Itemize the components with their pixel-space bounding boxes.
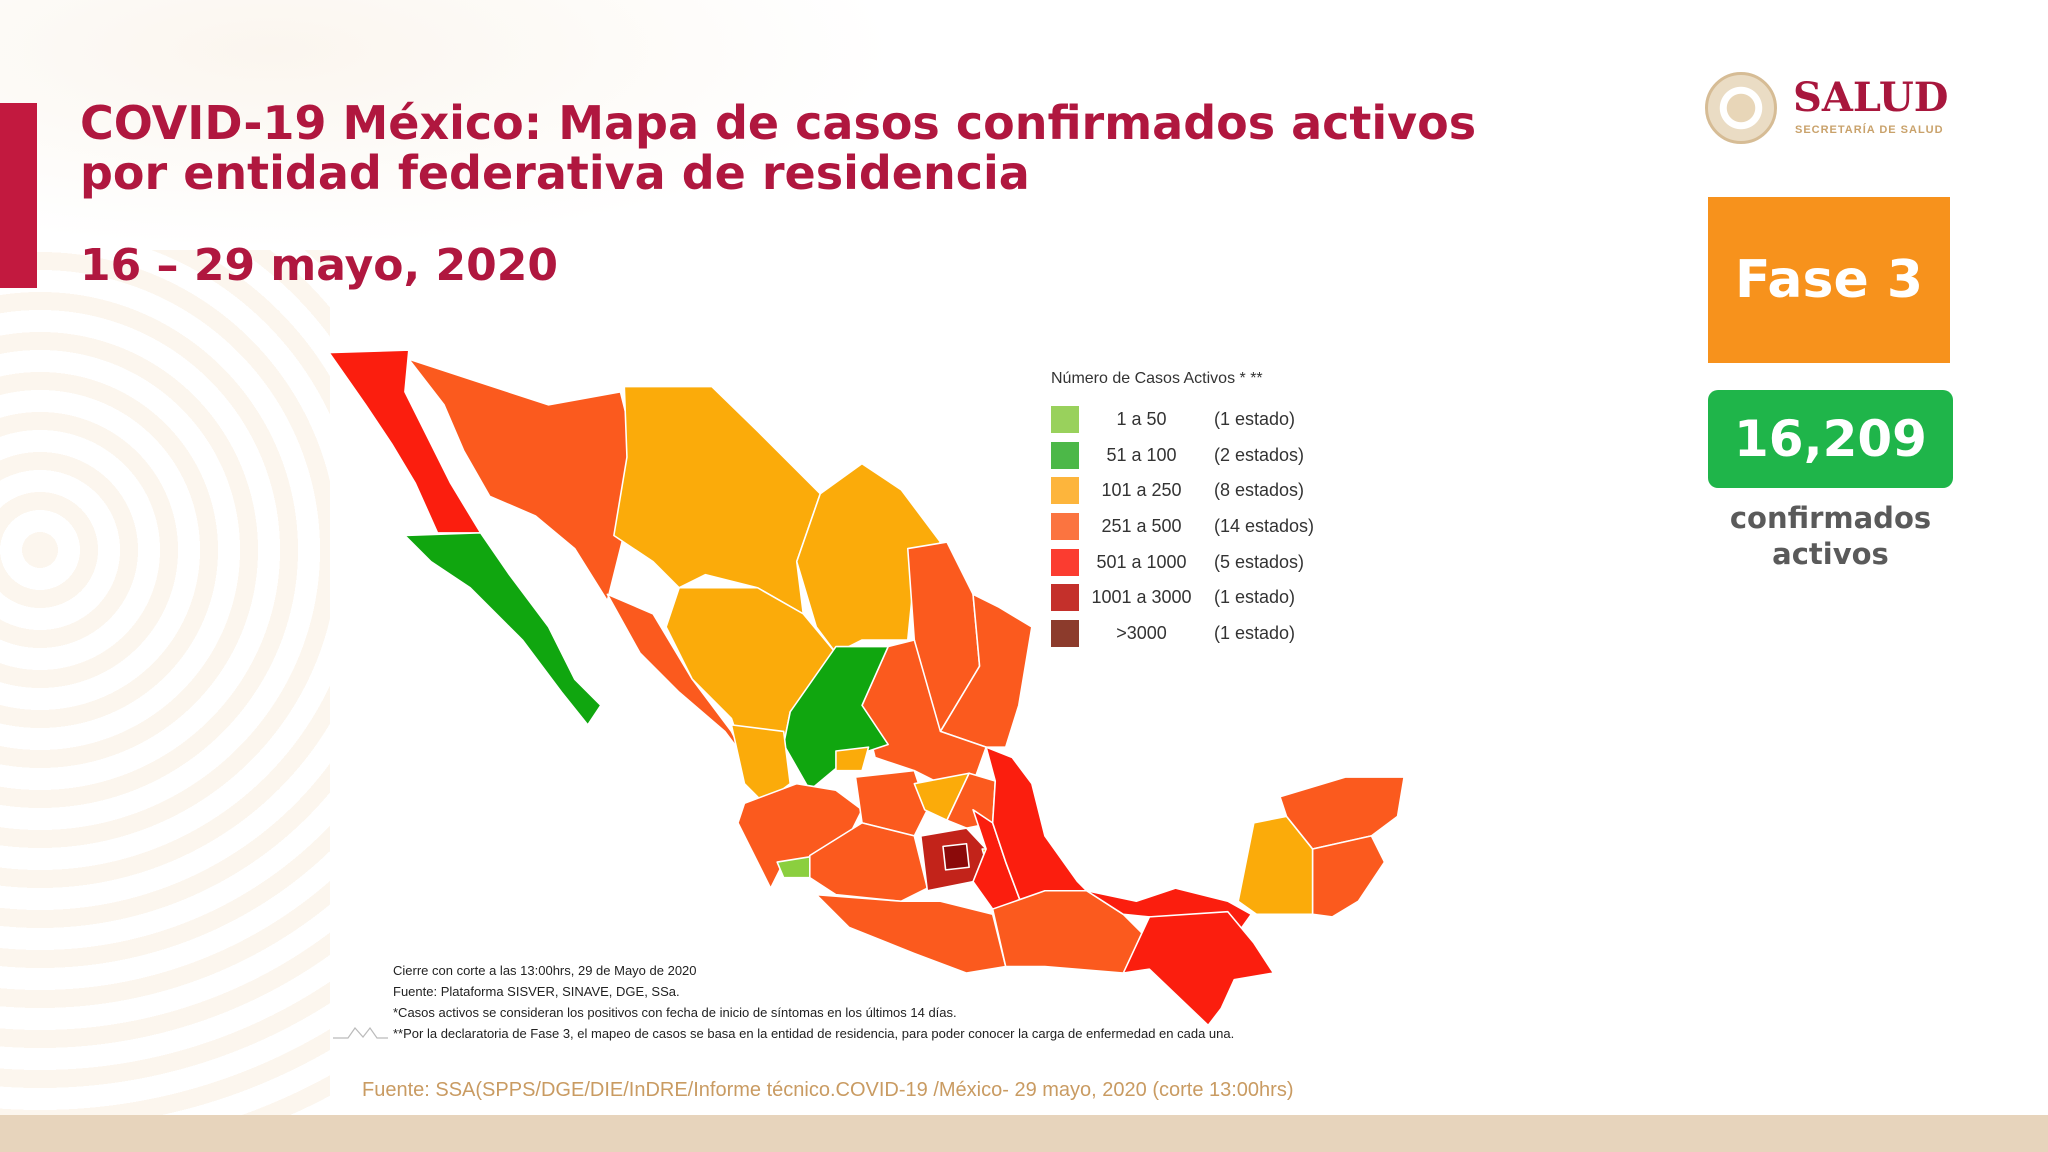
mexico-seal-icon (1705, 72, 1777, 144)
legend-range: 101 a 250 (1101, 480, 1182, 501)
total-active-cases: 16,209 (1708, 390, 1953, 488)
state-quintana-roo (1311, 835, 1386, 918)
legend-item: 1 a 50 (1 estado) (1051, 402, 1314, 438)
legend-range: 1 a 50 (1116, 409, 1167, 430)
state-guanajuato (854, 769, 929, 837)
state-sonora (408, 358, 635, 602)
logo-subtitle: SECRETARÍA DE SALUD (1795, 124, 1944, 136)
map-legend: Número de Casos Activos * ** 1 a 50 (1 es… (1051, 370, 1314, 651)
state-michoacan (809, 822, 929, 903)
legend-count: (8 estados) (1214, 480, 1305, 501)
state-chihuahua (613, 385, 822, 615)
state-aguascalientes (835, 746, 870, 772)
legend-item: 1001 a 3000 (1 estado) (1051, 580, 1314, 616)
legend-range: 501 a 1000 (1096, 551, 1187, 572)
legend-count: (14 estados) (1214, 516, 1315, 537)
state-tamaulipas (939, 593, 1033, 748)
phase-badge: Fase 3 (1708, 197, 1950, 363)
legend-range: 251 a 500 (1101, 516, 1182, 537)
legend-swatch (1051, 441, 1079, 469)
legend-swatch (1051, 477, 1079, 505)
legend-count: (1 estado) (1214, 587, 1296, 608)
footnote-phase3: **Por la declaratoria de Fase 3, el mape… (393, 1026, 1235, 1041)
legend-swatch (1051, 513, 1079, 541)
legend-item: 101 a 250 (8 estados) (1051, 473, 1314, 509)
state-cdmx (942, 842, 970, 871)
salud-logo: SALUD SECRETARÍA DE SALUD (1705, 68, 1955, 148)
logo-name: SALUD (1793, 74, 1949, 121)
legend-count: (5 estados) (1214, 551, 1305, 572)
legend-item: >3000 (1 estado) (1051, 616, 1314, 652)
state-baja-california-sur (404, 532, 602, 726)
legend-item: 251 a 500 (14 estados) (1051, 509, 1314, 545)
legend-swatch (1051, 548, 1079, 576)
legend-title: Número de Casos Activos * ** (1051, 370, 1263, 387)
state-yucatan (1279, 776, 1405, 850)
legend-range: 51 a 100 (1106, 444, 1177, 465)
footer-bar (0, 1115, 2048, 1152)
total-label: confirmados activos (1729, 501, 1932, 571)
source-citation: Fuente: SSA(SPPS/DGE/DIE/InDRE/Informe t… (362, 1079, 1294, 1101)
footnote-source: Fuente: Plataforma SISVER, SINAVE, DGE, … (393, 984, 680, 999)
legend-swatch (1051, 406, 1079, 434)
legend-count: (1 estado) (1214, 622, 1296, 643)
legend-range: 1001 a 3000 (1091, 587, 1192, 608)
state-coahuila (795, 462, 942, 654)
state-chiapas (1122, 910, 1275, 1027)
legend-item: 501 a 1000 (5 estados) (1051, 544, 1314, 580)
legend-count: (1 estado) (1214, 409, 1296, 430)
accent-bar (0, 103, 37, 288)
date-range: 16 – 29 mayo, 2020 (80, 240, 559, 291)
footnote-active-definition: *Casos activos se consideran los positiv… (393, 1005, 957, 1020)
footnotes: Cierre con corte a las 13:00hrs, 29 de M… (393, 960, 1234, 1044)
background-pattern (0, 250, 330, 1120)
legend-range: >3000 (1116, 622, 1167, 643)
page-title: COVID-19 México: Mapa de casos confirmad… (80, 96, 1477, 200)
legend-item: 51 a 100 (2 estados) (1051, 438, 1314, 474)
legend-count: (2 estados) (1214, 444, 1305, 465)
wave-decoration-icon (333, 1026, 388, 1039)
footnote-cutoff: Cierre con corte a las 13:00hrs, 29 de M… (393, 963, 697, 978)
legend-swatch (1051, 619, 1079, 647)
background-decoration (0, 0, 900, 250)
legend-swatch (1051, 584, 1079, 612)
